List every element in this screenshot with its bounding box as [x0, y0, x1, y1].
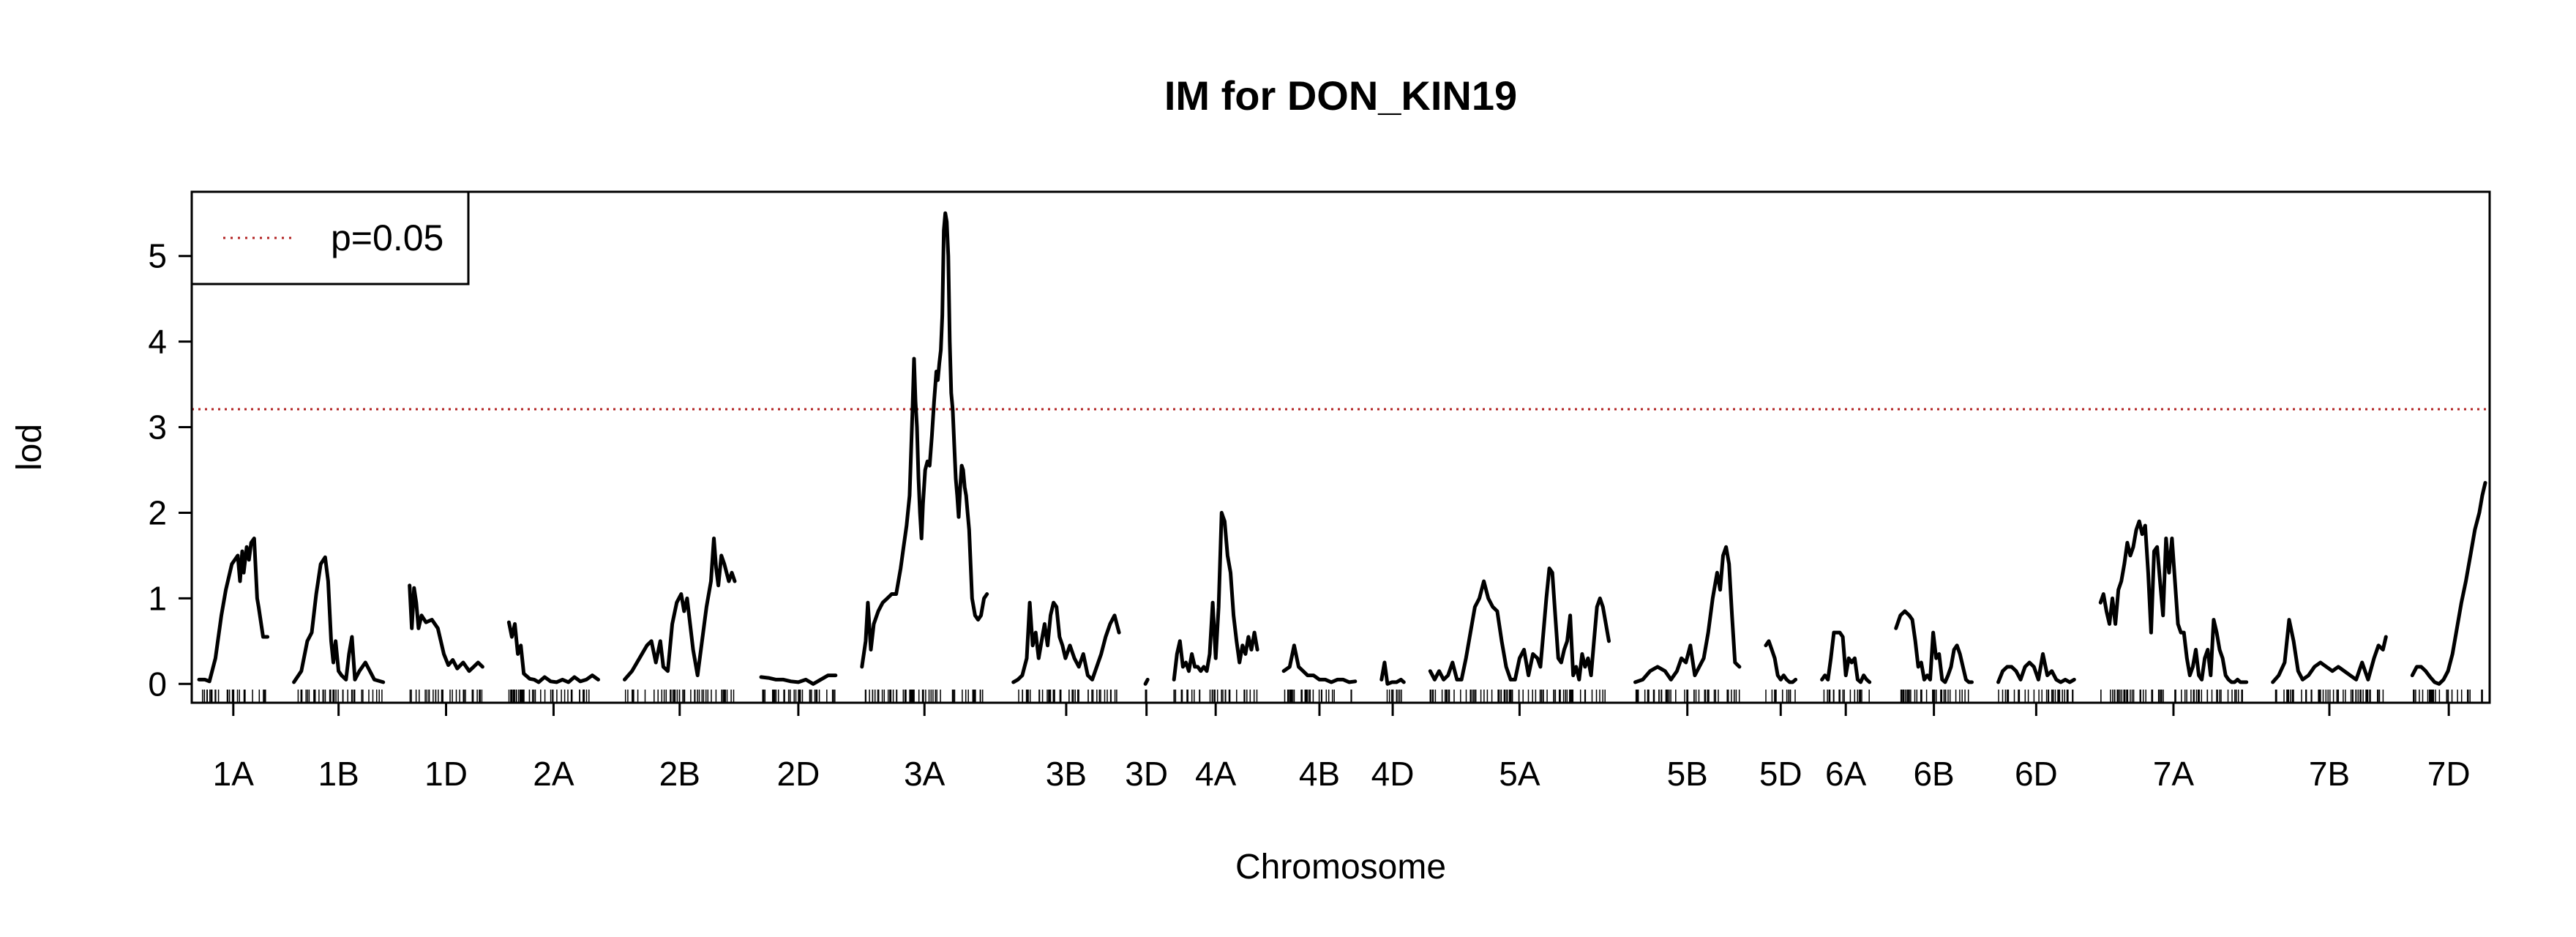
lod-line-2B [623, 537, 737, 682]
lod-line-3B [1011, 600, 1121, 684]
x-tick-label-4D: 4D [1371, 755, 1415, 793]
lod-line-1B [292, 555, 386, 684]
legend-label-threshold: p=0.05 [331, 217, 443, 258]
lod-line-5A [1428, 566, 1611, 682]
x-tick-label-3D: 3D [1125, 755, 1168, 793]
lod-line-4A [1172, 510, 1259, 682]
x-tick-label-1D: 1D [424, 755, 468, 793]
lod-line-5B [1633, 545, 1742, 684]
x-tick-label-2B: 2B [659, 755, 700, 793]
x-tick-label-6A: 6A [1825, 755, 1867, 793]
chart-title: IM for DON_KIN19 [1164, 72, 1517, 119]
lod-line-1A [197, 537, 270, 684]
y-tick-label: 3 [148, 408, 167, 447]
marker-rug [201, 690, 2483, 703]
x-tick-label-1B: 1B [318, 755, 359, 793]
x-tick-label-7B: 7B [2309, 755, 2350, 793]
lod-line-4D [1379, 660, 1406, 686]
x-tick-label-5B: 5B [1667, 755, 1708, 793]
lod-line-2A [506, 620, 600, 684]
x-axis-label: Chromosome [1235, 848, 1446, 886]
plot-frame [190, 190, 2491, 704]
x-tick-label-1A: 1A [213, 755, 255, 793]
x-tick-label-7A: 7A [2153, 755, 2195, 793]
lod-line-7B [2271, 618, 2388, 684]
x-tick-label-5A: 5A [1499, 755, 1540, 793]
x-tick-label-7D: 7D [2427, 755, 2471, 793]
x-tick-label-6B: 6B [1913, 755, 1954, 793]
lod-line-6D [1996, 652, 2076, 684]
y-tick-label: 0 [148, 665, 167, 703]
x-tick-label-4A: 4A [1195, 755, 1237, 793]
lod-line-1D [408, 583, 484, 673]
y-tick-label: 5 [148, 237, 167, 275]
lod-line-4B [1281, 643, 1358, 684]
lod-line-5D [1764, 639, 1798, 684]
y-tick-label: 1 [148, 579, 167, 617]
marker-ticks [201, 690, 2483, 703]
x-tick-label-2A: 2A [533, 755, 574, 793]
lod-line-6B [1894, 609, 1974, 684]
lod-line-3A [860, 211, 989, 669]
legend-box [190, 190, 470, 285]
y-tick-label: 4 [148, 323, 167, 361]
lod-line-6A [1820, 630, 1872, 684]
x-tick-label-3A: 3A [904, 755, 946, 793]
lod-line-7A [2098, 519, 2249, 684]
legend: p=0.05 [190, 190, 470, 285]
lod-line-7D [2410, 481, 2487, 686]
x-axis: 1A 1B 1D 2A 2B 2D 3A 3B 3D 4A 4B 4D 5A 5B 5D 6A 6B 6D 7A 7B… [213, 703, 2471, 793]
lod-line-2D [759, 673, 838, 686]
x-tick-label-2D: 2D [776, 755, 820, 793]
series-layer [197, 211, 2487, 686]
lod-line-3D [1143, 677, 1150, 686]
y-tick-label: 2 [148, 493, 167, 531]
y-axis-label: lod [10, 424, 49, 471]
x-tick-label-6D: 6D [2015, 755, 2058, 793]
x-tick-label-3B: 3B [1046, 755, 1087, 793]
x-tick-label-4B: 4B [1299, 755, 1340, 793]
y-axis: 0 1 2 3 4 5 [148, 237, 192, 703]
x-tick-label-5D: 5D [1759, 755, 1802, 793]
